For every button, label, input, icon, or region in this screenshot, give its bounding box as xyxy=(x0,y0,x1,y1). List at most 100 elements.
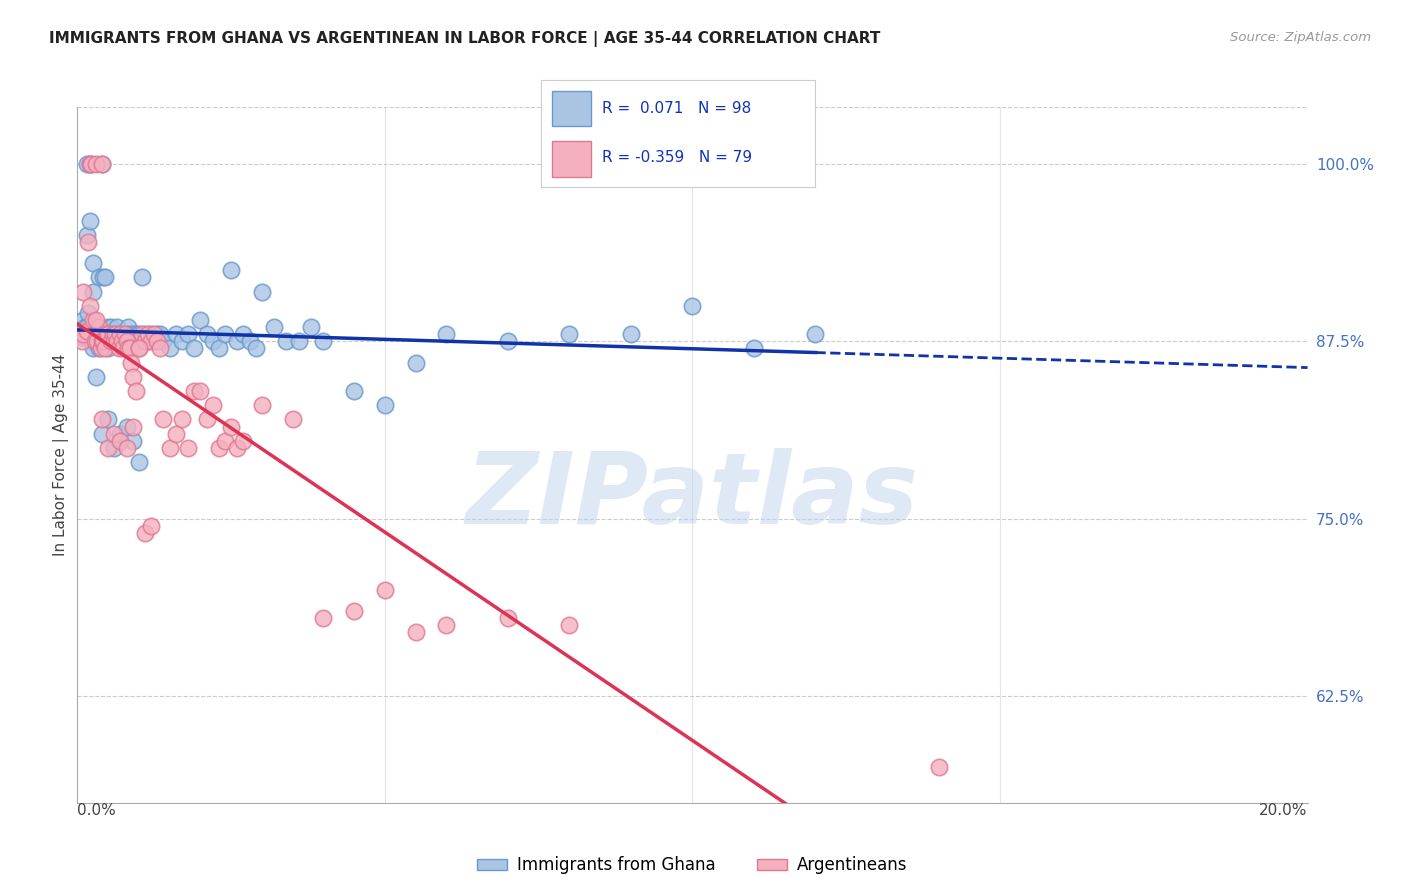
Point xyxy=(276,334,298,349)
Point xyxy=(118,327,141,342)
Point xyxy=(177,327,200,342)
Point xyxy=(496,334,519,349)
Point xyxy=(87,342,110,356)
Point xyxy=(115,419,138,434)
Point xyxy=(128,327,150,342)
Point xyxy=(104,327,127,342)
Point xyxy=(436,327,458,342)
Point xyxy=(152,334,174,349)
Point xyxy=(76,320,98,334)
Y-axis label: In Labor Force | Age 35-44: In Labor Force | Age 35-44 xyxy=(53,354,69,556)
Point xyxy=(159,441,181,455)
Point xyxy=(90,342,112,356)
Point xyxy=(118,342,141,356)
Point xyxy=(152,412,174,426)
Point xyxy=(195,327,218,342)
Point xyxy=(125,384,148,398)
Point xyxy=(86,334,108,349)
Point xyxy=(263,320,285,334)
Point xyxy=(110,426,132,441)
Point xyxy=(159,342,181,356)
Point xyxy=(111,334,132,349)
Point xyxy=(83,327,105,342)
Point xyxy=(114,334,136,349)
Point xyxy=(83,334,105,349)
Point xyxy=(110,327,132,342)
Text: R = -0.359   N = 79: R = -0.359 N = 79 xyxy=(602,151,752,165)
Point xyxy=(226,441,249,455)
Point xyxy=(84,313,107,327)
Point xyxy=(82,256,104,270)
Point xyxy=(72,327,94,342)
Point xyxy=(103,426,125,441)
Point xyxy=(105,320,128,334)
Point xyxy=(104,327,127,342)
Point xyxy=(87,270,110,285)
Point xyxy=(79,299,101,313)
Point xyxy=(82,313,104,327)
Point xyxy=(117,320,139,334)
Point xyxy=(245,342,267,356)
Point xyxy=(101,327,124,342)
Point xyxy=(72,327,94,342)
Point xyxy=(165,426,187,441)
Point xyxy=(190,384,212,398)
Point xyxy=(97,412,120,426)
Point xyxy=(343,384,366,398)
Point xyxy=(250,285,273,299)
Point xyxy=(121,356,143,370)
Point xyxy=(165,327,187,342)
Point xyxy=(146,334,169,349)
Point xyxy=(77,306,100,320)
Point xyxy=(141,327,163,342)
Point xyxy=(79,327,101,342)
Point xyxy=(115,334,138,349)
Point xyxy=(558,618,581,632)
Point xyxy=(405,625,427,640)
Point xyxy=(219,263,242,277)
Point xyxy=(143,327,166,342)
Point xyxy=(208,342,231,356)
Point xyxy=(281,412,304,426)
Point xyxy=(131,270,153,285)
Point xyxy=(94,270,117,285)
Point xyxy=(73,327,96,342)
Point xyxy=(105,334,128,349)
Point xyxy=(134,334,156,349)
Point xyxy=(226,334,249,349)
Point xyxy=(496,611,519,625)
Point xyxy=(143,334,166,349)
Point xyxy=(72,285,94,299)
Point xyxy=(232,434,254,448)
Point xyxy=(94,342,117,356)
Point xyxy=(110,327,132,342)
Point xyxy=(405,356,427,370)
Point xyxy=(214,434,236,448)
Point xyxy=(183,384,205,398)
Point xyxy=(76,227,98,242)
Point xyxy=(112,327,135,342)
Point xyxy=(299,320,322,334)
Point xyxy=(90,334,114,349)
Point xyxy=(201,398,224,412)
Point xyxy=(86,334,108,349)
Point xyxy=(620,327,643,342)
Point xyxy=(84,157,107,171)
Point xyxy=(79,157,101,171)
Point xyxy=(90,426,114,441)
Point xyxy=(101,327,124,342)
Point xyxy=(69,327,91,342)
Text: 20.0%: 20.0% xyxy=(1260,803,1308,818)
Point xyxy=(136,327,159,342)
Point xyxy=(117,342,139,356)
Point xyxy=(70,330,93,344)
Point xyxy=(208,441,231,455)
Point xyxy=(111,334,132,349)
Point xyxy=(374,582,396,597)
Point xyxy=(103,334,125,349)
Point xyxy=(87,320,110,334)
Point xyxy=(96,334,118,349)
Point xyxy=(134,327,156,342)
Point xyxy=(239,334,262,349)
Point xyxy=(170,334,193,349)
